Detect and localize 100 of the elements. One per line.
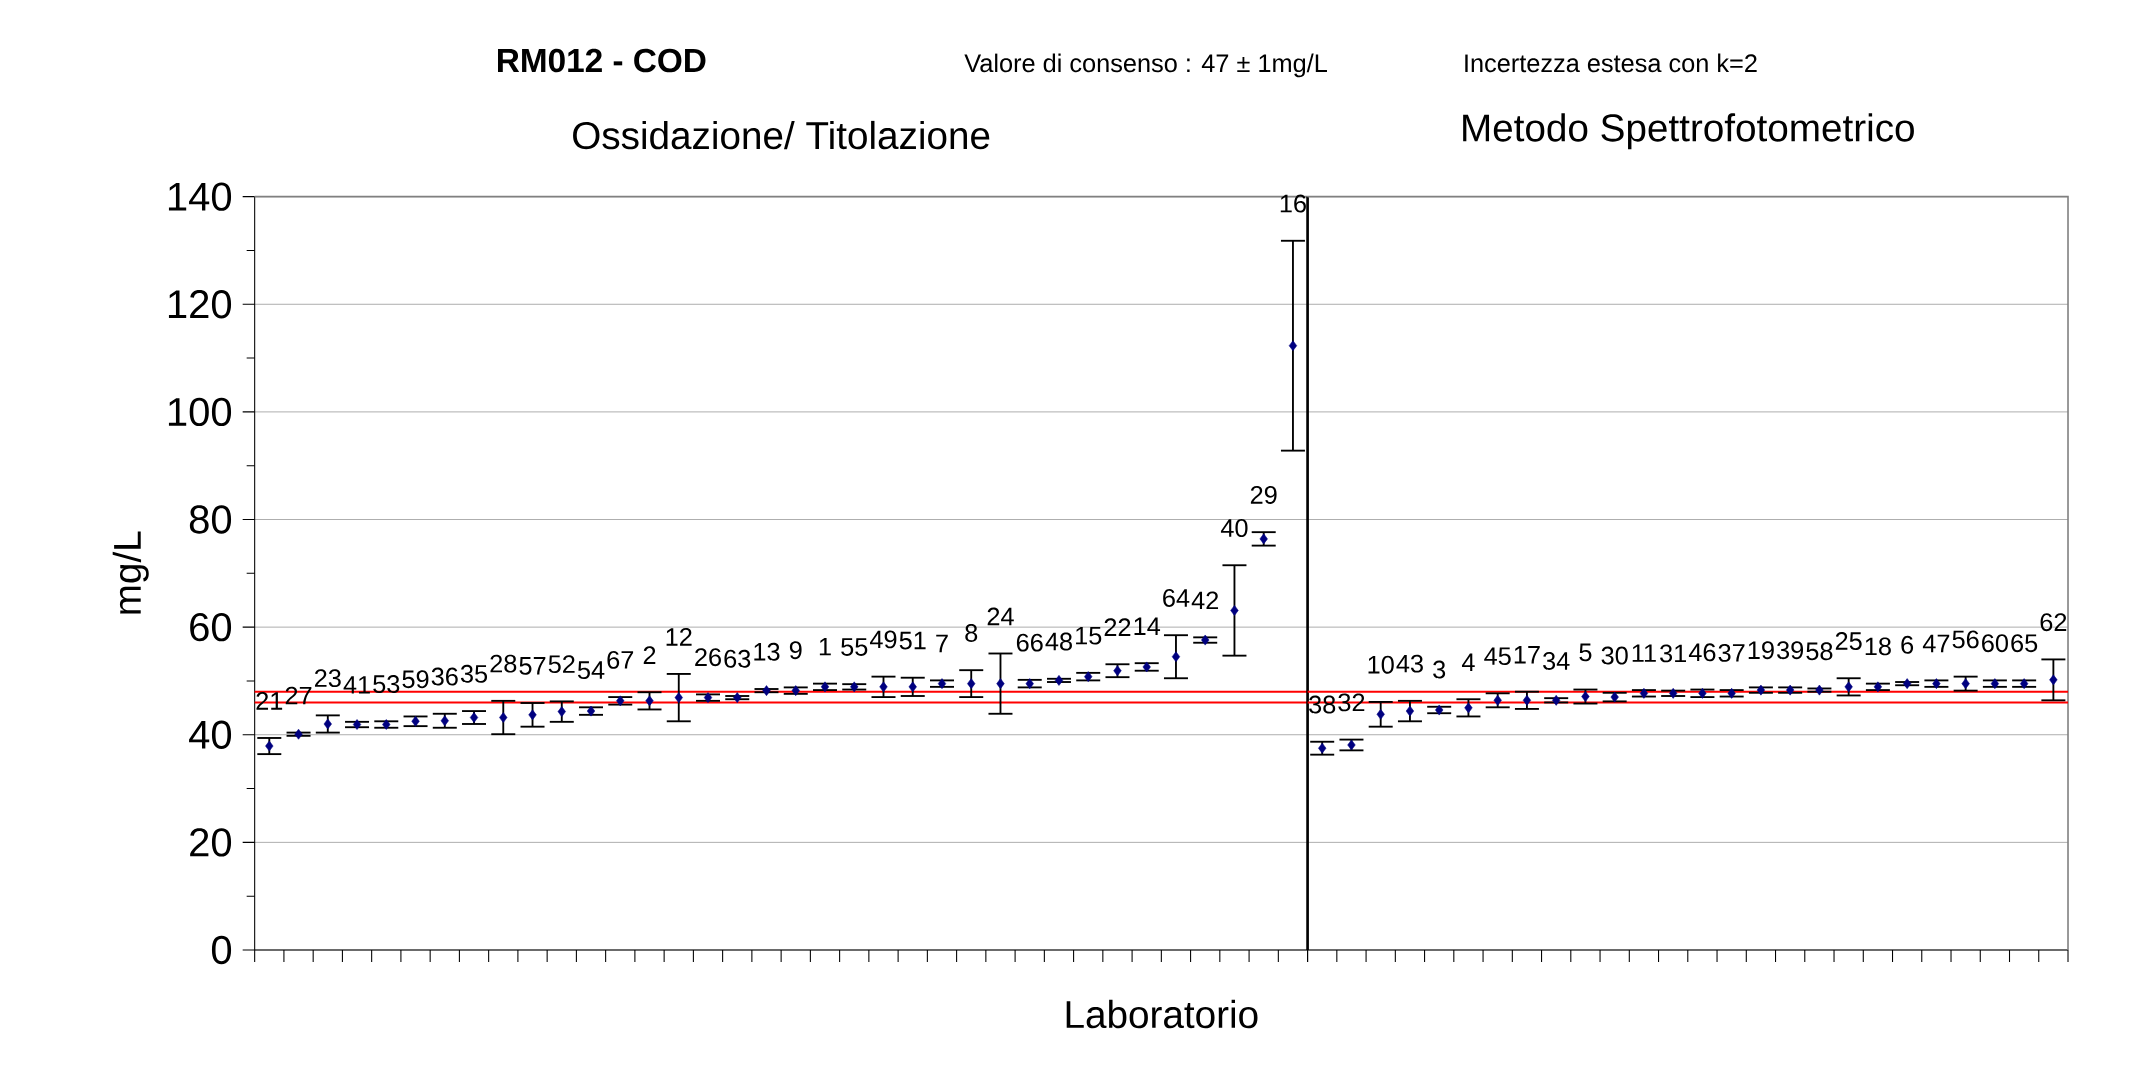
text: RM012 - COD xyxy=(498,48,706,73)
point xyxy=(1610,691,1619,703)
point xyxy=(1932,678,1941,689)
point xyxy=(937,678,947,689)
category-label: 58 xyxy=(1806,642,1833,661)
category-label: 49 xyxy=(869,630,897,649)
point xyxy=(1084,671,1093,682)
point xyxy=(586,705,596,717)
point xyxy=(528,709,537,721)
point xyxy=(1581,691,1590,702)
category-label: 17 xyxy=(1514,646,1540,664)
category-label: 11 xyxy=(1632,644,1656,662)
category-label: 31 xyxy=(1660,644,1687,663)
category-label: 64 xyxy=(1163,588,1190,607)
point xyxy=(1669,687,1678,699)
category-label: 47 xyxy=(1922,634,1950,653)
point xyxy=(557,706,566,717)
point xyxy=(733,692,742,703)
category-label: 57 xyxy=(519,657,546,675)
category-label: 16 xyxy=(1280,194,1306,213)
category-label: 41 xyxy=(343,676,370,694)
y-axis-title: mg/L xyxy=(112,531,149,614)
y-tick-label: 20 xyxy=(190,828,232,857)
category-label: 3 xyxy=(1433,660,1446,679)
point xyxy=(382,719,391,730)
category-label: 55 xyxy=(841,638,868,656)
category-label: 29 xyxy=(1250,485,1277,504)
category-label: 36 xyxy=(431,667,458,686)
category-label: 37 xyxy=(1718,643,1745,662)
y-tick-label: 0 xyxy=(211,935,232,965)
category-label: 42 xyxy=(1191,591,1219,610)
category-label: 35 xyxy=(460,664,488,683)
category-label: 4 xyxy=(1461,653,1475,671)
category-label: 30 xyxy=(1601,646,1628,665)
point xyxy=(1405,705,1415,717)
point xyxy=(1873,681,1882,693)
point xyxy=(1727,687,1736,699)
category-label: 53 xyxy=(373,675,400,694)
point xyxy=(352,719,362,730)
point xyxy=(1786,684,1795,696)
point xyxy=(616,695,625,707)
point xyxy=(850,681,859,693)
point xyxy=(820,681,830,693)
point xyxy=(499,712,508,723)
category-label: 66 xyxy=(1016,633,1043,652)
y-tick-label: 120 xyxy=(168,290,232,319)
category-label: 56 xyxy=(1952,630,1979,649)
category-label: 60 xyxy=(1982,634,2008,653)
category-label: 10 xyxy=(1368,655,1394,674)
point xyxy=(1142,661,1151,673)
category-label: 45 xyxy=(1484,647,1511,666)
text: Incertezza estesa con k=2 xyxy=(1465,53,1757,73)
category-label: 23 xyxy=(314,669,341,688)
category-label: 7 xyxy=(936,634,948,653)
point xyxy=(879,681,888,693)
point xyxy=(440,715,449,727)
category-label: 19 xyxy=(1748,641,1774,660)
y-tick-label: 60 xyxy=(190,612,232,642)
point xyxy=(469,712,479,723)
category-label: 54 xyxy=(577,661,605,680)
category-label: 34 xyxy=(1543,651,1570,670)
point xyxy=(1756,684,1765,696)
point xyxy=(1990,678,1999,689)
category-label: 62 xyxy=(2040,613,2067,632)
point xyxy=(791,685,800,696)
category-label: 65 xyxy=(2011,634,2038,653)
category-label: 67 xyxy=(607,650,634,669)
category-label: 9 xyxy=(789,641,802,660)
point xyxy=(1171,651,1181,663)
point xyxy=(323,718,332,730)
category-label: 40 xyxy=(1220,519,1248,537)
point xyxy=(1815,684,1824,696)
chart-title: Ossidazione/ Titolazione xyxy=(573,120,990,150)
point xyxy=(1639,687,1648,699)
point xyxy=(1493,694,1502,706)
y-tick-label: 80 xyxy=(189,505,232,534)
category-label: 26 xyxy=(695,648,721,667)
category-label: 59 xyxy=(402,670,429,689)
point xyxy=(762,685,771,696)
y-tick-label: 140 xyxy=(168,182,232,211)
point xyxy=(674,692,683,703)
category-label: 8 xyxy=(965,623,978,642)
point xyxy=(1347,739,1356,751)
point xyxy=(1522,694,1532,706)
category-label: 5 xyxy=(1579,643,1592,662)
category-label: 46 xyxy=(1688,643,1716,662)
point xyxy=(1698,687,1707,699)
category-label: 12 xyxy=(666,627,692,646)
point xyxy=(996,678,1005,689)
point xyxy=(1201,634,1210,646)
category-label: 2 xyxy=(643,646,656,664)
point xyxy=(1961,678,1970,689)
point xyxy=(1318,742,1327,754)
point xyxy=(1903,678,1912,689)
y-tick-label: 40 xyxy=(189,720,232,749)
point xyxy=(265,740,274,752)
category-label: 63 xyxy=(724,649,751,668)
category-label: 18 xyxy=(1865,637,1891,656)
y-tick-label: 100 xyxy=(168,397,232,427)
category-label: 24 xyxy=(987,607,1014,626)
